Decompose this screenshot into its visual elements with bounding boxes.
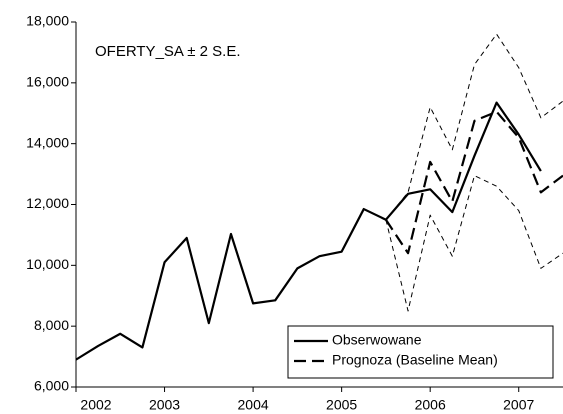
series-line (384, 110, 563, 255)
annotation: OFERTY_SA ± 2 S.E. (95, 43, 241, 60)
x-tick-label: 2005 (326, 397, 357, 413)
x-tick-label: 2007 (503, 397, 534, 413)
series-line (385, 175, 563, 312)
series-line (385, 33, 563, 221)
x-tick-label: 2003 (149, 397, 180, 413)
legend-label: Prognoza (Baseline Mean) (332, 352, 498, 368)
x-tick-label: 2002 (80, 397, 111, 413)
x-tick-label: 2006 (415, 397, 446, 413)
y-tick-label: 18,000 (26, 13, 69, 29)
y-tick-label: 12,000 (26, 195, 69, 211)
y-tick-label: 8,000 (34, 317, 69, 333)
legend-box (287, 325, 554, 379)
y-tick-label: 16,000 (26, 74, 69, 90)
y-tick-label: 10,000 (26, 256, 69, 272)
series-line (75, 101, 542, 361)
y-tick-label: 6,000 (34, 378, 69, 394)
x-tick-label: 2004 (238, 397, 269, 413)
y-tick-label: 14,000 (26, 134, 69, 150)
legend-label: Obserwowane (332, 332, 422, 348)
